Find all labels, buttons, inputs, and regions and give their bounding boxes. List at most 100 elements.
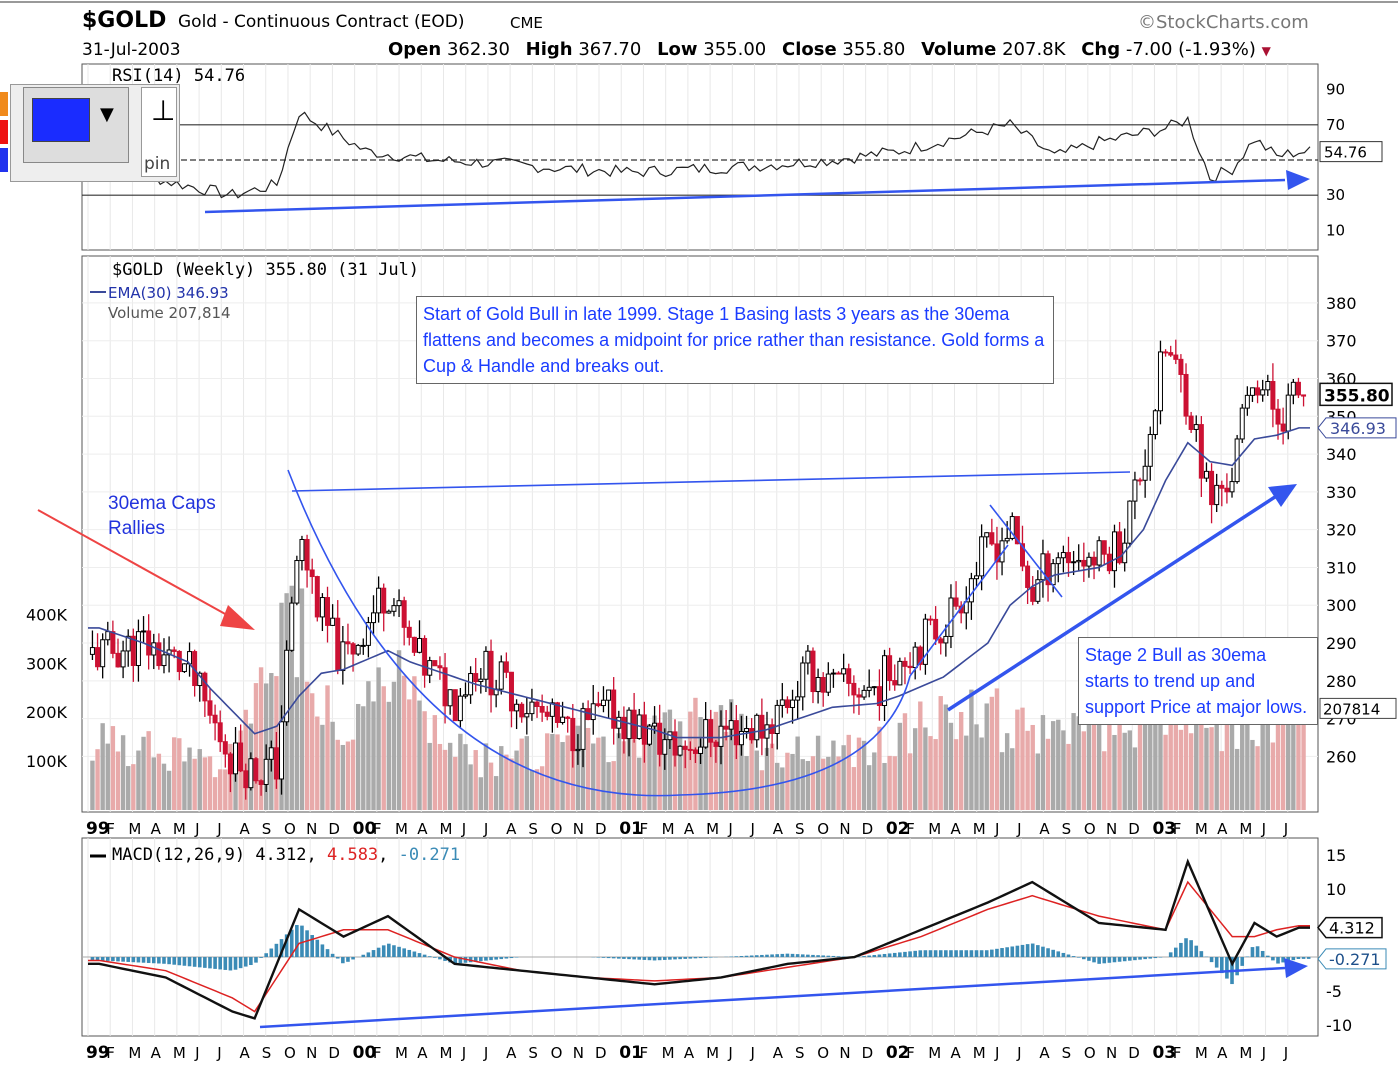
macd-histogram-bar [1168, 952, 1173, 958]
volume-bar [473, 750, 478, 810]
macd-histogram-bar [284, 934, 289, 958]
hist-tag [1317, 948, 1387, 970]
macd-histogram-bar [136, 957, 141, 963]
x-tick-label: M [706, 1044, 719, 1062]
candle-body [892, 680, 898, 686]
volume-bar [979, 737, 984, 810]
candle-body [529, 701, 535, 715]
volume-tag [1319, 697, 1397, 719]
candle-body [227, 753, 233, 775]
macd-histogram-bar [1214, 957, 1219, 968]
color-dropdown[interactable]: ▼ [23, 87, 129, 163]
candle-body [646, 725, 652, 745]
candle-body [248, 758, 254, 789]
macd-histogram-bar [678, 957, 682, 960]
macd-line [88, 858, 1310, 1020]
volume-bar [1015, 709, 1020, 810]
macd-histogram-bar [632, 957, 636, 960]
volume-bar [882, 762, 887, 810]
volume-bar [458, 733, 463, 810]
color-picker-widget: ▼ ⊥ pin [10, 84, 180, 182]
macd-histogram-bar [453, 957, 458, 964]
x-tick-label: A [1217, 1044, 1228, 1062]
chg-value: -7.00 (-1.93%) [1125, 39, 1256, 60]
candle-body [1101, 540, 1107, 555]
x-tick-label: A [951, 1044, 962, 1062]
macd-histogram-bar [95, 957, 100, 961]
candle-body [774, 704, 780, 734]
macd-histogram-bar [923, 950, 928, 958]
macd-histogram-bar [320, 944, 325, 958]
x-tick-label: F [373, 1044, 382, 1062]
candle-body [95, 647, 101, 668]
color-chip-orange[interactable] [0, 92, 8, 116]
candle-body [376, 587, 382, 614]
macd-signal-line [88, 880, 1310, 1013]
macd-histogram-bar [1271, 957, 1275, 961]
candle-body [575, 748, 581, 752]
x-tick-label: O [1084, 1044, 1096, 1062]
candle-body [1163, 351, 1169, 354]
volume-bar [1224, 703, 1230, 810]
candle-body [1239, 407, 1245, 440]
volume-bar [637, 757, 642, 810]
x-tick-label: M [1239, 1044, 1252, 1062]
pin-button[interactable]: ⊥ pin [141, 87, 177, 177]
volume-bar [1296, 691, 1301, 810]
color-chip-red[interactable] [0, 120, 8, 144]
macd-histogram-bar [443, 957, 447, 961]
x-tick-label: M [706, 820, 719, 838]
cup-curve [287, 469, 911, 797]
x-tick-label: S [1062, 1044, 1072, 1062]
macd-histogram-bar [790, 953, 795, 958]
candle-body [1270, 381, 1276, 410]
volume-bar [1265, 695, 1270, 810]
candle-body [330, 617, 336, 626]
color-chip-blue[interactable] [0, 148, 8, 172]
candle-body [560, 716, 566, 723]
macd-histogram-bar [734, 956, 739, 958]
candle-body [498, 661, 504, 690]
macd-histogram-bar [325, 949, 330, 958]
volume-bar [790, 753, 795, 810]
candle-body [907, 665, 913, 669]
macd-histogram-bar [979, 950, 984, 958]
chevron-down-icon[interactable]: ▼ [100, 104, 114, 125]
volume-bar [1025, 730, 1030, 810]
volume-bar [1173, 670, 1179, 810]
volume-bar [647, 724, 652, 810]
candle-body [1168, 352, 1174, 356]
macd-histogram-bar [652, 957, 657, 961]
macd-histogram-bar [708, 957, 713, 958]
candle-body [570, 717, 576, 752]
volume-bar [1168, 700, 1173, 810]
x-tick-label: J [483, 820, 488, 838]
x-tick-label: S [795, 820, 805, 838]
volume-bar [1291, 685, 1296, 810]
volume-bar [1270, 742, 1276, 810]
candle-body [391, 605, 397, 612]
volume-bar [126, 766, 131, 810]
macd-histogram-bar [172, 957, 177, 965]
rsi-value-tag [1319, 141, 1383, 163]
macd-histogram-bar [1225, 957, 1229, 979]
x-tick-label: J [727, 1044, 732, 1062]
volume-bar [744, 756, 749, 810]
price-tick-label: 300 [1326, 596, 1357, 615]
candle-body [979, 536, 985, 577]
volume-bar [805, 761, 811, 810]
candle-body [335, 617, 341, 672]
candle-body [641, 714, 647, 745]
macd-histogram-bar [1030, 943, 1035, 958]
macd-histogram-bar [111, 957, 115, 962]
candle-body [202, 672, 208, 702]
macd-histogram-bar [826, 955, 831, 958]
volume-bar [1229, 698, 1235, 810]
volume-bar [1086, 715, 1092, 810]
volume-bar [1301, 708, 1306, 810]
candle-body [595, 703, 601, 707]
volume-bar [877, 726, 882, 810]
volume-bar [1096, 698, 1102, 810]
candle-body [820, 677, 826, 693]
candle-body [738, 730, 744, 746]
